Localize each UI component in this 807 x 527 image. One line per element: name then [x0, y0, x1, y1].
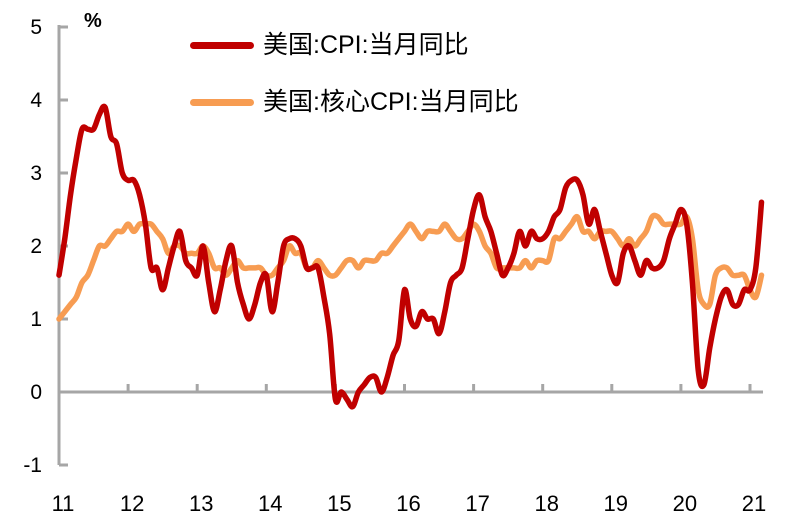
y-tick-label: 2 — [30, 235, 42, 258]
x-tick-label: 20 — [673, 491, 697, 516]
y-tick-label: 5 — [30, 16, 42, 39]
core-cpi-line-swatch — [190, 99, 254, 106]
x-tick-label: 17 — [465, 491, 489, 516]
legend-item-core-cpi: 美国:核心CPI:当月同比 — [190, 87, 519, 118]
y-tick-label: 3 — [30, 162, 42, 185]
x-tick-label: 12 — [120, 491, 144, 516]
x-tick-label: 18 — [534, 491, 558, 516]
legend-label-core-cpi: 美国:核心CPI:当月同比 — [263, 88, 519, 116]
x-tick-label: 14 — [258, 491, 282, 516]
x-tick-label: 19 — [604, 491, 628, 516]
x-tick-label: 21 — [742, 491, 766, 516]
legend-item-cpi: 美国:CPI:当月同比 — [190, 30, 519, 61]
cpi-line-swatch — [190, 42, 254, 49]
legend-label-cpi: 美国:CPI:当月同比 — [263, 31, 469, 59]
y-tick-label: 0 — [30, 381, 42, 404]
y-axis-unit-label: % — [84, 10, 102, 32]
x-tick-label: 15 — [327, 491, 351, 516]
legend: 美国:CPI:当月同比 美国:核心CPI:当月同比 — [190, 30, 519, 118]
y-tick-label: -1 — [23, 454, 42, 477]
y-tick-label: 4 — [30, 89, 42, 112]
x-tick-label: 13 — [189, 491, 213, 516]
x-tick-label: 16 — [396, 491, 420, 516]
cpi-line — [56, 103, 765, 410]
y-tick-label: 1 — [30, 308, 42, 331]
x-tick-label: 11 — [52, 491, 75, 516]
